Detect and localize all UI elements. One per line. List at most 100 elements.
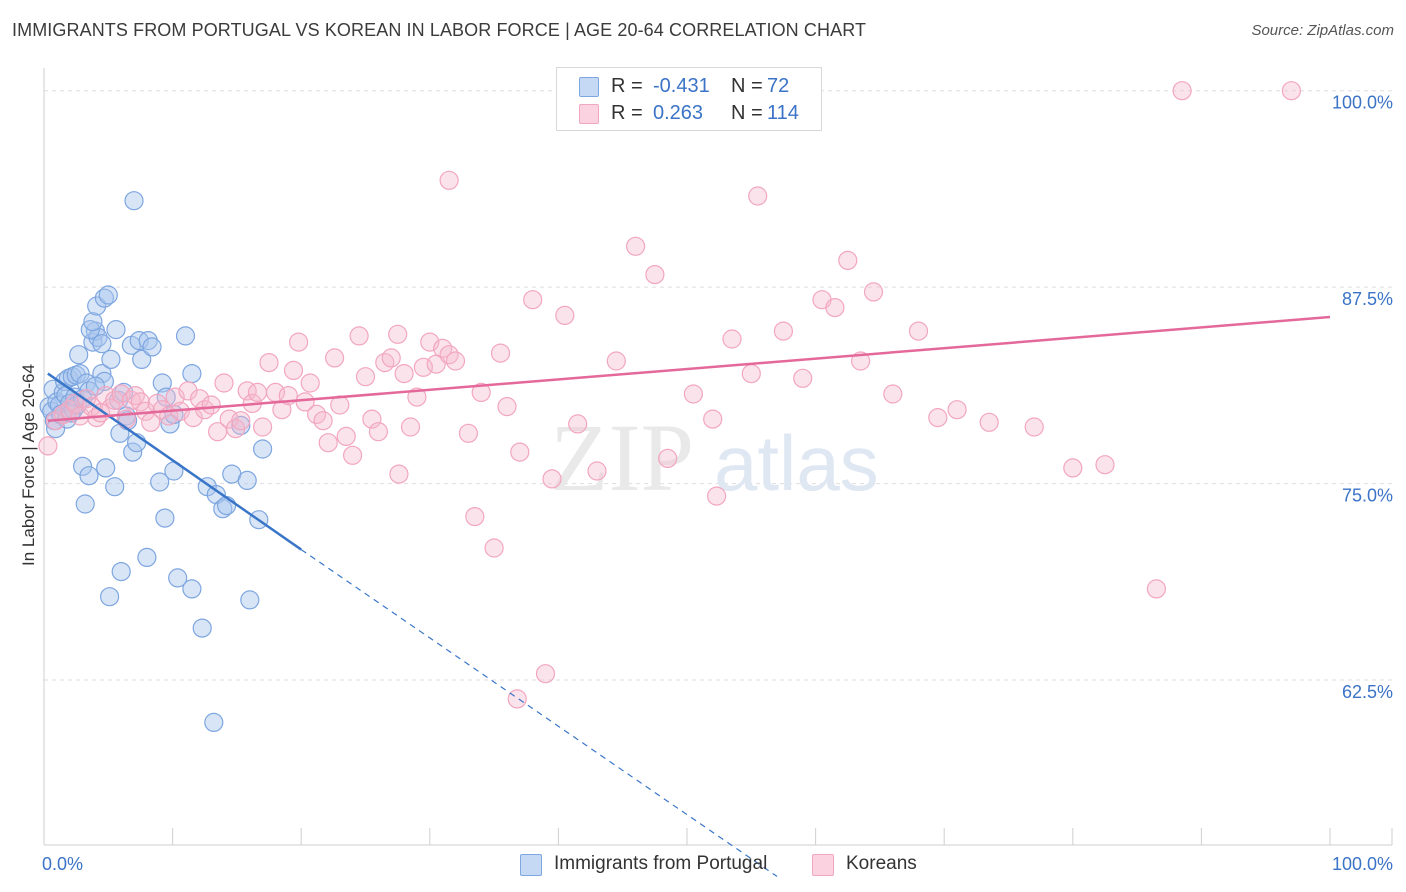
koreans-point xyxy=(471,382,491,402)
koreans-point xyxy=(96,386,116,406)
koreans-point xyxy=(863,282,884,302)
portugal-point xyxy=(75,494,95,514)
legend-swatch-koreans xyxy=(579,104,599,124)
watermark-atlas: atlas xyxy=(714,419,879,507)
portugal-point xyxy=(132,349,152,369)
koreans-point xyxy=(568,414,588,434)
koreans-point xyxy=(283,360,304,380)
koreans-point xyxy=(313,411,333,431)
portugal-point xyxy=(101,349,121,369)
legend-n-value: 72 xyxy=(767,75,790,97)
correlation-legend: R = -0.431 N = 72 R = 0.263 N = 114 xyxy=(556,67,822,131)
portugal-point xyxy=(192,618,212,638)
y-axis-title: In Labor Force | Age 20-64 xyxy=(19,364,38,566)
portugal-point xyxy=(217,496,237,516)
chart-title: IMMIGRANTS FROM PORTUGAL VS KOREAN IN LA… xyxy=(12,20,867,40)
koreans-point xyxy=(722,329,742,349)
portugal-point xyxy=(94,371,115,391)
koreans-point xyxy=(748,186,768,206)
koreans-point xyxy=(825,298,845,318)
koreans-point xyxy=(259,353,279,373)
legend-r-value: 0.263 xyxy=(653,102,704,124)
koreans-point xyxy=(439,170,459,190)
y-tick-label: 75.0% xyxy=(1342,486,1393,506)
koreans-point xyxy=(703,409,723,429)
portugal-point xyxy=(152,373,172,393)
koreans-point xyxy=(606,351,626,371)
koreans-point xyxy=(362,409,382,429)
koreans-point xyxy=(368,422,388,442)
koreans-trend-line xyxy=(47,315,1331,422)
koreans-point xyxy=(400,417,421,437)
legend-n-value: 114 xyxy=(767,102,799,124)
koreans-point xyxy=(1024,417,1044,437)
koreans-point xyxy=(1095,455,1115,475)
legend-n-label: N = xyxy=(731,75,763,97)
koreans-point xyxy=(542,469,562,489)
koreans-point xyxy=(65,393,85,413)
bottom-legend-swatch-portugal xyxy=(520,854,542,876)
koreans-point xyxy=(178,381,198,401)
koreans-point xyxy=(625,236,646,256)
koreans-point xyxy=(1146,579,1167,599)
koreans-point xyxy=(523,290,543,310)
koreans-point xyxy=(231,411,251,431)
koreans-point xyxy=(683,384,704,404)
koreans-point xyxy=(38,436,58,456)
koreans-point xyxy=(289,332,309,352)
portugal-point xyxy=(175,326,196,346)
koreans-point xyxy=(947,400,967,420)
koreans-point xyxy=(658,448,678,468)
koreans-point xyxy=(484,538,504,558)
portugal-point xyxy=(253,439,273,459)
koreans-point xyxy=(394,364,414,384)
koreans-point xyxy=(201,395,221,415)
koreans-point xyxy=(507,689,527,709)
koreans-point xyxy=(497,397,517,417)
watermark: ZIP atlas xyxy=(550,404,879,511)
legend-r-label: R = xyxy=(611,102,643,124)
portugal-point xyxy=(155,508,175,528)
koreans-point xyxy=(325,348,345,368)
koreans-point xyxy=(1281,81,1302,101)
portugal-point xyxy=(124,191,144,211)
koreans-point xyxy=(125,386,145,406)
portugal-point xyxy=(92,364,112,384)
koreans-point xyxy=(413,357,433,377)
portugal-point xyxy=(105,477,125,497)
koreans-point xyxy=(979,412,999,432)
koreans-point xyxy=(510,442,530,462)
koreans-point xyxy=(349,326,369,346)
portugal-point xyxy=(83,312,103,332)
koreans-point xyxy=(130,392,150,412)
portugal-trend-line xyxy=(47,372,302,551)
portugal-point xyxy=(182,364,202,384)
portugal-point xyxy=(150,472,170,492)
portugal-point xyxy=(204,712,224,733)
koreans-point xyxy=(535,664,556,684)
koreans-point xyxy=(336,426,356,446)
legend-swatch-portugal xyxy=(579,77,599,97)
legend-r-value: -0.431 xyxy=(653,75,710,97)
koreans-point xyxy=(706,486,727,506)
portugal-point xyxy=(70,364,90,384)
koreans-point xyxy=(645,265,665,285)
source-label: Source: ZipAtlas.com xyxy=(1251,22,1394,39)
legend-n-label: N = xyxy=(731,102,763,124)
grid-lines xyxy=(44,90,1392,681)
koreans-point xyxy=(214,373,234,393)
portugal-point xyxy=(96,458,116,478)
y-tick-label: 87.5% xyxy=(1342,289,1393,309)
koreans-point xyxy=(407,387,427,407)
koreans-point xyxy=(793,368,813,388)
portugal-point xyxy=(98,285,118,305)
koreans-point xyxy=(343,445,363,465)
bottom-legend-label-koreans: Koreans xyxy=(846,853,917,874)
portugal-point xyxy=(106,320,126,340)
koreans-point xyxy=(389,464,409,484)
koreans-point xyxy=(458,423,478,443)
watermark-zip: ZIP xyxy=(550,404,694,511)
koreans-point xyxy=(773,321,794,341)
koreans-point xyxy=(253,417,273,437)
